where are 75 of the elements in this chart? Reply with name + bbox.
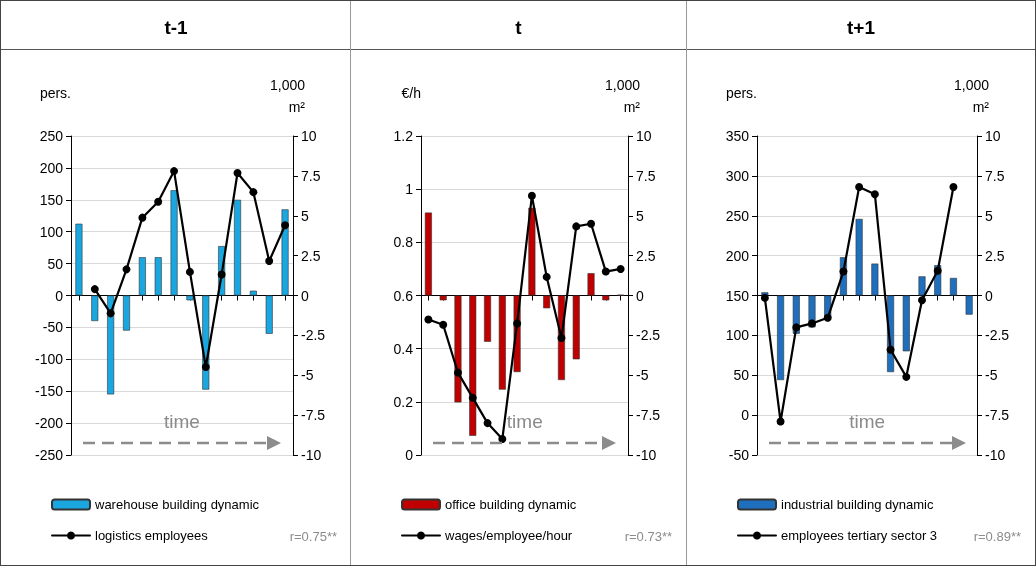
y-tick-label: 250	[39, 128, 64, 144]
y-axis-title: €/h	[401, 85, 422, 101]
y2-tick-label: 10	[636, 128, 653, 144]
y-tick-label: 0	[405, 447, 414, 463]
y-tick-label: 0	[55, 287, 64, 304]
chart-title: t-1	[164, 17, 189, 38]
y2-tick-label: 10	[301, 128, 317, 144]
y-tick-label: 150	[39, 191, 64, 208]
y2-tick-label: 0	[636, 287, 645, 304]
y-tick-label: 300	[725, 167, 749, 184]
y-tick-label: 200	[39, 159, 64, 176]
y-tick-label: -250	[34, 447, 64, 463]
y-tick-label: 0.8	[393, 234, 414, 251]
y2-tick-label: 7.5	[636, 167, 656, 184]
y-tick-label: -200	[34, 415, 64, 432]
y2-tick-label: 2.5	[301, 247, 321, 264]
y2-tick-label: 5	[984, 207, 993, 224]
y2-tick-label: -7.5	[984, 407, 1010, 424]
y-tick-label: 200	[725, 247, 749, 264]
chart-title: t	[515, 17, 523, 38]
y-tick-label: 100	[725, 327, 749, 344]
y2-tick-label: 0	[984, 287, 993, 304]
y-tick-label: 50	[733, 367, 749, 384]
legend-label: logistics employees	[95, 528, 209, 543]
y2-tick-label: -2.5	[301, 327, 326, 344]
y2-tick-label: 2.5	[984, 247, 1005, 264]
y2-tick-label: -7.5	[636, 407, 661, 424]
y-tick-label: 100	[39, 223, 64, 240]
y2-tick-label: -5	[636, 367, 649, 384]
y-tick-label: 150	[725, 287, 749, 304]
text: r=0.75**	[289, 529, 337, 544]
annotation: time	[164, 411, 200, 433]
y2-tick-label: 7.5	[301, 167, 321, 184]
y2-tick-label: -2.5	[984, 327, 1010, 344]
text: r=0.73**	[624, 529, 673, 544]
text: r=0.89**	[973, 529, 1021, 544]
chart-title: t+1	[846, 17, 876, 38]
y2-tick-label: -7.5	[301, 407, 326, 424]
y2-tick-label: 5	[301, 207, 309, 224]
y-tick-label: -100	[34, 351, 64, 368]
y-tick-label: 0	[740, 407, 749, 424]
y-axis-title: pers.	[39, 85, 71, 101]
y-tick-label: -50	[728, 447, 749, 463]
y2-tick-label: -10	[984, 447, 1006, 463]
legend-label: warehouse building dynamic	[94, 497, 260, 512]
y2-tick-label: -2.5	[636, 327, 661, 344]
y-tick-label: 1	[405, 181, 414, 198]
legend-label: employees tertiary sector 3	[780, 528, 937, 543]
annotation: time	[506, 411, 543, 433]
y2-axis-title: 1,000 m²	[953, 77, 990, 115]
y-tick-label: -150	[34, 383, 64, 400]
y2-tick-label: -5	[984, 367, 998, 384]
y-tick-label: 350	[725, 128, 749, 144]
y-tick-label: 0.2	[393, 393, 414, 410]
y-tick-label: 0.6	[393, 287, 414, 304]
y-tick-label: 250	[725, 207, 749, 224]
y-tick-label: 50	[47, 255, 64, 272]
y2-axis-title: 1,000 m²	[605, 77, 641, 115]
y2-tick-label: 7.5	[984, 167, 1005, 184]
legend-label: industrial building dynamic	[780, 497, 934, 512]
y2-tick-label: 0	[301, 287, 309, 304]
y2-tick-label: -10	[301, 447, 322, 463]
legend-label: wages/employee/hour	[444, 528, 574, 543]
y-tick-label: 1.2	[393, 128, 414, 144]
y2-tick-label: 10	[984, 128, 1001, 144]
y2-tick-label: 2.5	[636, 247, 656, 264]
y-tick-label: -50	[42, 319, 64, 336]
y2-tick-label: -10	[636, 447, 657, 463]
legend-label: office building dynamic	[445, 497, 578, 512]
y-tick-label: 0.4	[393, 340, 414, 357]
y-axis-title: pers.	[725, 85, 757, 101]
y2-tick-label: 5	[636, 207, 645, 224]
y2-tick-label: -5	[301, 367, 314, 384]
y2-axis-title: 1,000 m²	[269, 77, 306, 115]
annotation: time	[849, 411, 886, 433]
